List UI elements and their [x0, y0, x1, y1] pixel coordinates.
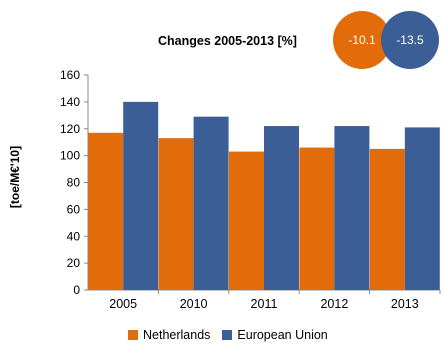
bar-eu: [334, 126, 370, 290]
eu-change-bubble: -13.5: [381, 11, 439, 69]
y-tick-label: 100: [60, 149, 80, 163]
legend-label-eu: European Union: [237, 328, 328, 342]
y-tick-label: 140: [60, 95, 80, 109]
y-tick-label: 0: [73, 283, 80, 297]
y-tick-label: 120: [60, 122, 80, 136]
x-tick-label: 2010: [180, 297, 208, 311]
bar-netherlands: [88, 132, 124, 290]
legend-item-eu: European Union: [222, 328, 328, 342]
y-tick-label: 160: [60, 68, 80, 82]
x-tick-label: 2011: [251, 297, 278, 311]
bar-eu: [123, 101, 159, 290]
bar-netherlands: [158, 138, 194, 290]
y-tick-label: 40: [67, 229, 81, 243]
bar-netherlands: [369, 148, 405, 290]
bar-netherlands: [299, 147, 335, 290]
y-tick-label: 80: [67, 176, 81, 190]
bar-eu: [193, 116, 229, 290]
y-tick-label: 20: [67, 256, 81, 270]
legend-swatch-netherlands: [128, 330, 138, 340]
legend: Netherlands European Union: [128, 328, 340, 342]
bar-eu: [404, 127, 440, 290]
y-tick-label: 60: [67, 202, 81, 216]
bar-netherlands: [229, 151, 264, 290]
x-tick-label: 2005: [109, 297, 137, 311]
legend-swatch-eu: [222, 330, 233, 340]
legend-item-netherlands: Netherlands: [128, 328, 210, 342]
bar-eu: [264, 126, 299, 290]
changes-title: Changes 2005-2013 [%]: [158, 34, 297, 48]
x-tick-label: 2013: [391, 297, 419, 311]
legend-label-netherlands: Netherlands: [143, 328, 211, 342]
x-tick-label: 2012: [320, 297, 348, 311]
